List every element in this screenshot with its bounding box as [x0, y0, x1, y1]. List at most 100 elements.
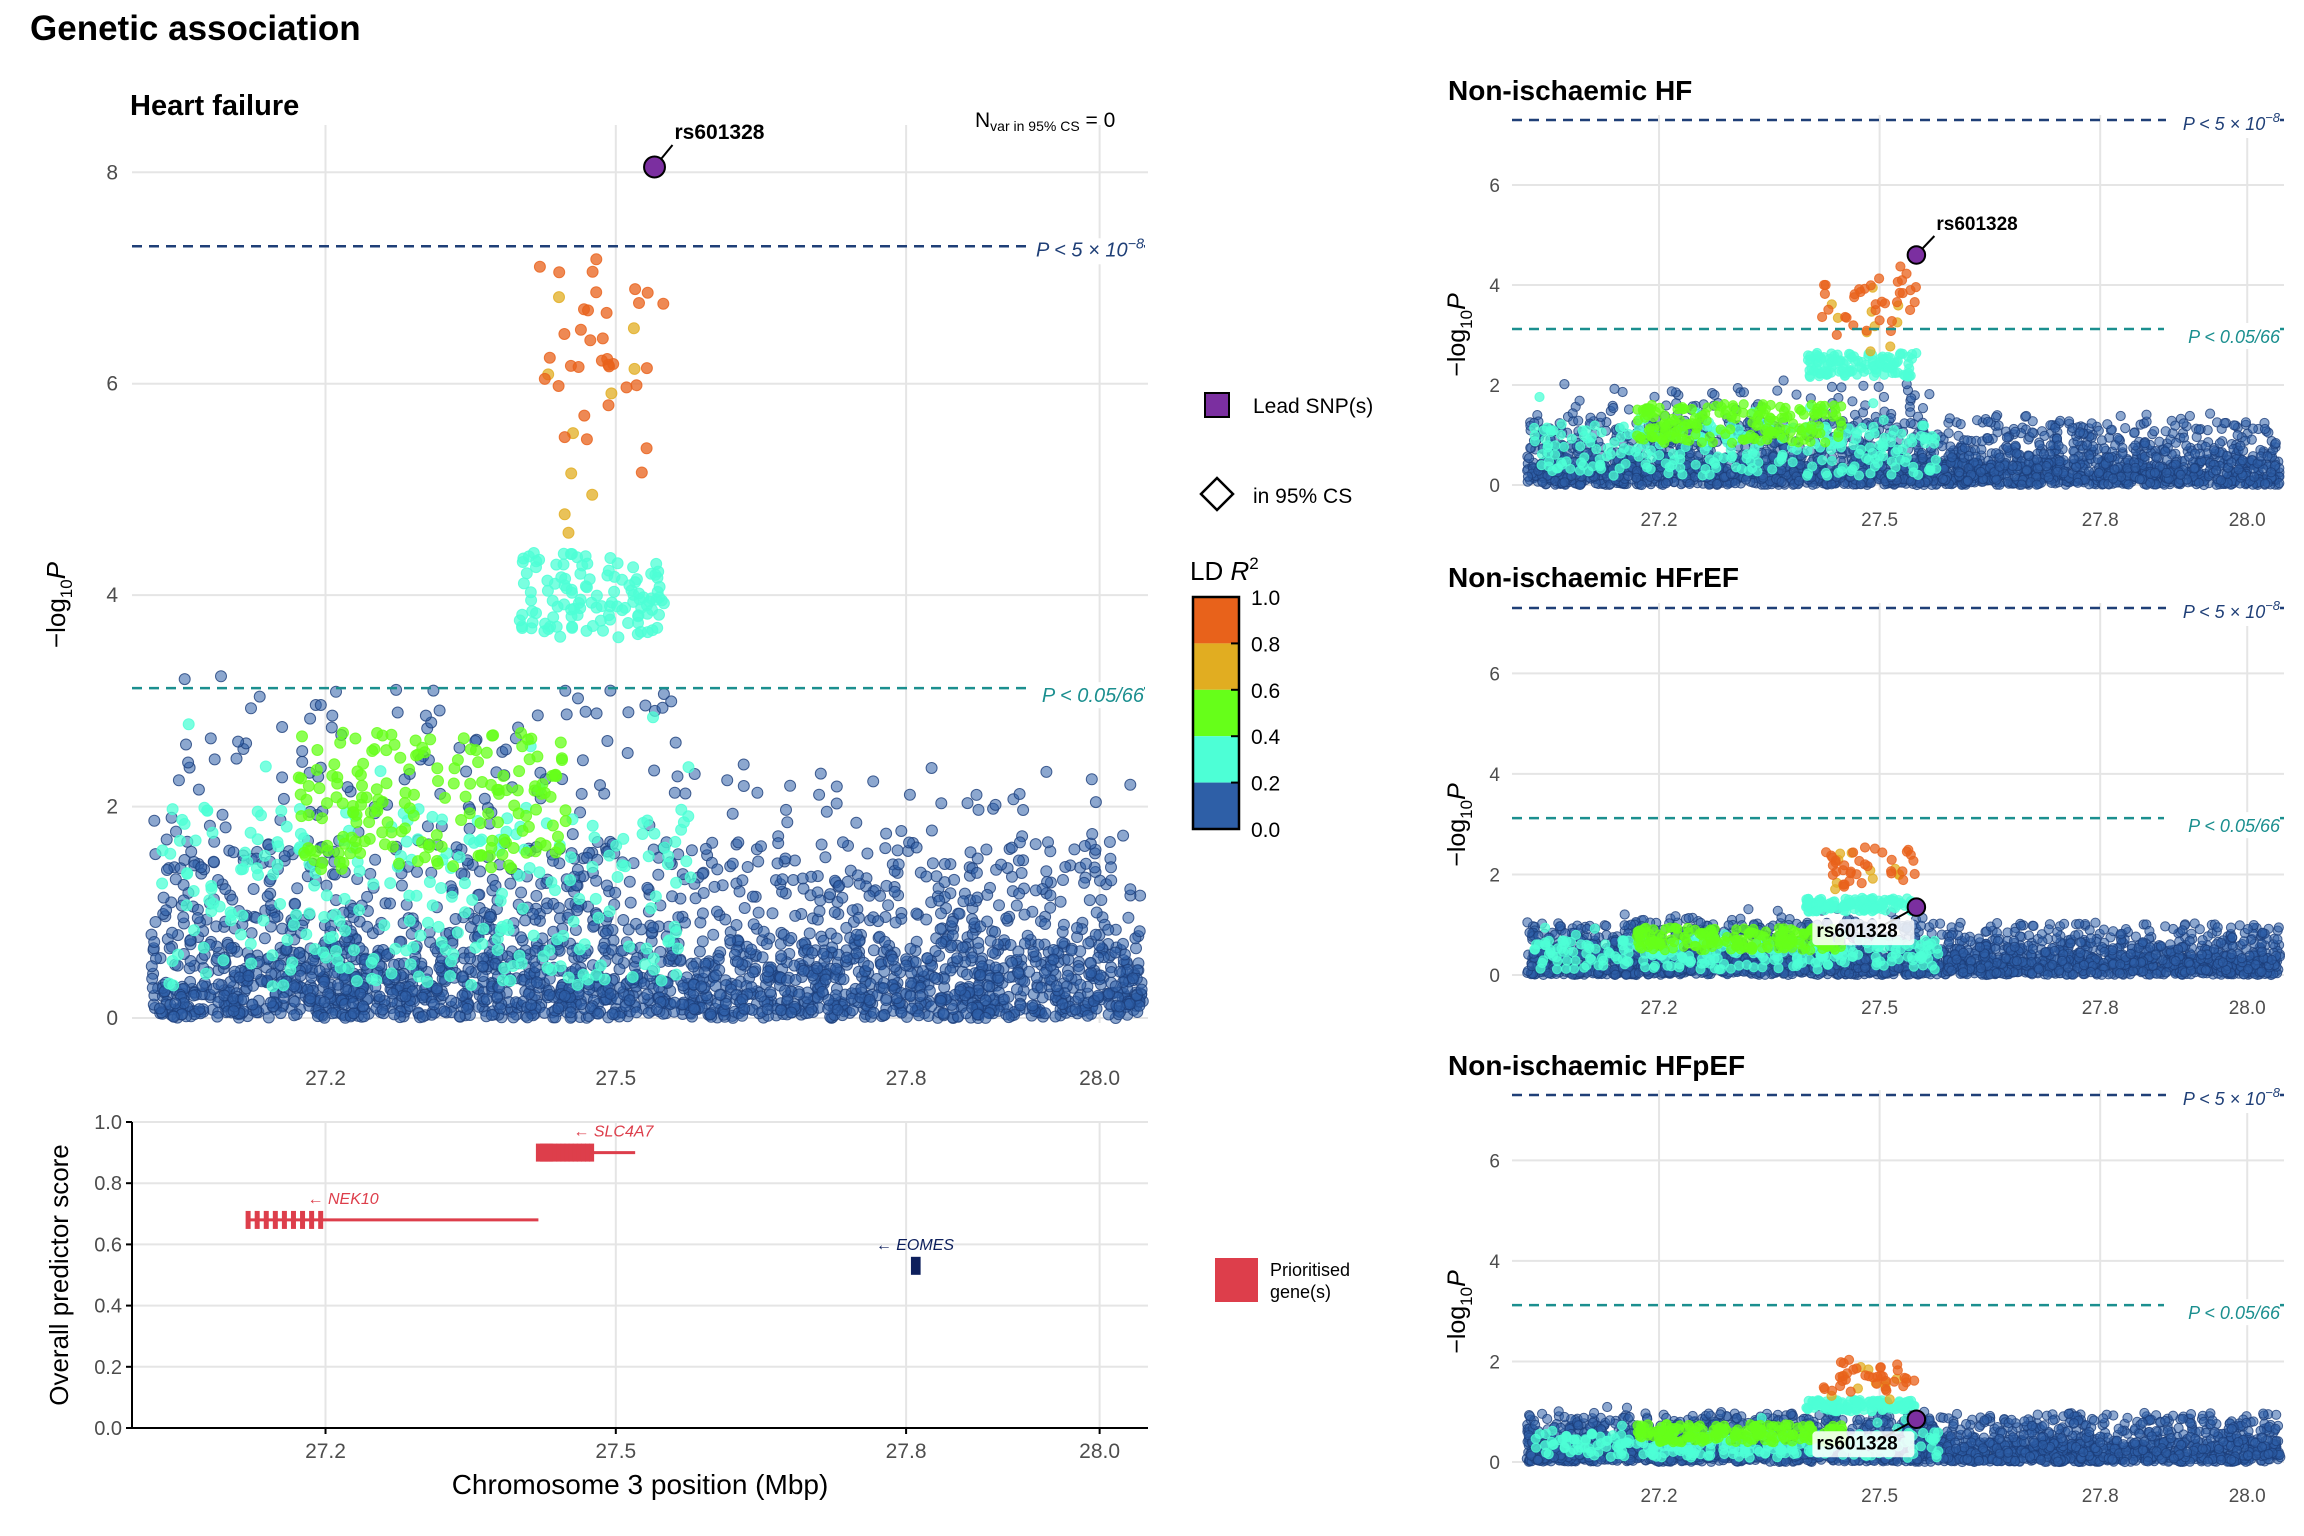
- gene-track-y-label: Overall predictor score: [44, 1144, 74, 1406]
- heart-failure-snp-point: [730, 919, 743, 931]
- heart-failure-snp-point: [889, 916, 902, 929]
- heart-failure-snp-point: [310, 763, 323, 776]
- heart-failure-snp-point: [612, 631, 625, 644]
- heart-failure-snp-point: [553, 266, 566, 279]
- heart-failure-snp-point: [604, 684, 617, 697]
- heart-failure-snp-point: [900, 959, 912, 972]
- gene-nek10-exon: [300, 1210, 306, 1229]
- heart-failure-snp-point: [1102, 923, 1115, 936]
- heart-failure-snp-point: [485, 841, 498, 854]
- heart-failure-snp-point: [422, 916, 434, 929]
- heart-failure-snp-point: [590, 253, 603, 266]
- heart-failure-snp-point: [895, 825, 908, 837]
- heart-failure-snp-point: [258, 849, 271, 862]
- heart-failure-snp-point: [586, 620, 599, 632]
- heart-failure-snp-point: [1113, 1000, 1126, 1013]
- heart-failure-snp-point: [560, 708, 573, 721]
- heart-failure-snp-point: [351, 975, 363, 987]
- heart-failure-snp-point: [892, 858, 905, 871]
- heart-failure-snp-point: [284, 963, 297, 976]
- heart-failure-snp-point: [505, 862, 518, 874]
- heart-failure-snp-point: [693, 945, 706, 958]
- heart-failure-snp-point: [630, 379, 643, 392]
- gene-track-ticks: 27.2 27.5 27.8 28.00.00.20.40.60.81.0: [94, 1112, 1120, 1463]
- heart-failure-snp-point: [1056, 936, 1069, 949]
- heart-failure-snp-point: [803, 927, 816, 940]
- heart-failure-snp-point: [435, 882, 448, 894]
- heart-failure-snp-point: [855, 982, 868, 995]
- gene-track-x-label: Chromosome 3 position (Mbp): [452, 1469, 829, 1500]
- non-ischaemic-hf-snp-point: [2178, 418, 2189, 429]
- heart-failure-snp-point: [237, 993, 250, 1006]
- heart-failure-snp-point: [772, 837, 785, 850]
- heart-failure-snp-point: [156, 877, 169, 890]
- heart-failure-snp-point: [459, 790, 472, 803]
- heart-failure-snp-point: [830, 797, 843, 810]
- heart-failure-snp-point: [954, 983, 967, 996]
- heart-failure-snp-point: [427, 998, 440, 1011]
- heart-failure-snp-point: [623, 940, 636, 953]
- heart-failure-snp-point: [496, 974, 509, 987]
- heart-failure-snp-point: [485, 1009, 498, 1021]
- heart-failure-snp-point: [293, 946, 306, 959]
- heart-failure-snp-point: [640, 362, 653, 375]
- heart-failure-snp-point: [797, 964, 810, 977]
- heart-failure-snp-point: [277, 792, 290, 805]
- heart-failure-snp-point: [747, 918, 760, 931]
- heart-failure-snp-point: [1049, 1010, 1062, 1023]
- gene-nek10-exon: [281, 1210, 287, 1229]
- heart-failure-snp-point: [621, 747, 634, 759]
- heart-failure-snp-point: [371, 727, 384, 739]
- heart-failure-x-tick: 27.5: [595, 1067, 636, 1090]
- heart-failure-snp-point: [564, 851, 577, 864]
- heart-failure-snp-point: [552, 380, 565, 392]
- heart-failure-snp-point: [525, 622, 538, 635]
- heart-failure-snp-point: [318, 996, 331, 1009]
- heart-failure-snp-point: [381, 816, 394, 829]
- heart-failure-snp-point: [1133, 925, 1146, 938]
- heart-failure-snp-point: [444, 880, 457, 893]
- heart-failure-snp-point: [166, 926, 179, 939]
- heart-failure-snp-point: [304, 844, 317, 857]
- heart-failure-snp-point: [979, 1011, 992, 1024]
- heart-failure-snp-point: [641, 988, 654, 1001]
- gene-nek10-exon: [245, 1210, 251, 1229]
- heart-failure-snp-point: [1082, 937, 1095, 950]
- heart-failure-snp-point: [1124, 883, 1137, 896]
- heart-failure-snp-point: [1080, 857, 1092, 870]
- heart-failure-snp-point: [581, 973, 594, 986]
- heart-failure-snp-point: [257, 914, 270, 927]
- heart-failure-snp-point: [647, 921, 660, 934]
- heart-failure-snp-point: [880, 827, 893, 840]
- heart-failure-snp-point: [207, 855, 220, 868]
- heart-failure-snp-point: [630, 1006, 643, 1019]
- heart-failure-snp-point: [1050, 980, 1063, 993]
- heart-failure-snp-point: [530, 803, 542, 816]
- heart-failure-snp-point: [1117, 829, 1130, 842]
- heart-failure-snp-point: [726, 807, 739, 820]
- heart-failure-snp-point: [483, 910, 496, 923]
- heart-failure-snp-point: [515, 957, 528, 970]
- heart-failure-snp-point: [874, 889, 887, 902]
- heart-failure-snp-point: [956, 941, 969, 954]
- heart-failure-snp-point: [726, 857, 739, 870]
- heart-failure-snp-point: [498, 833, 511, 846]
- heart-failure-snp-point: [1026, 999, 1039, 1012]
- heart-failure-snp-point: [529, 845, 542, 858]
- heart-failure-snp-point: [180, 738, 192, 751]
- heart-failure-snp-point: [564, 874, 577, 887]
- heart-failure-snp-point: [169, 997, 182, 1010]
- heart-failure-snp-point: [661, 858, 674, 871]
- heart-failure-snp-point: [157, 891, 170, 904]
- heart-failure-snp-point: [211, 1010, 224, 1023]
- heart-failure-snp-point: [304, 992, 317, 1005]
- heart-failure-snp-point: [642, 850, 655, 863]
- heart-failure-snp-point: [746, 966, 759, 979]
- heart-failure-snp-point: [657, 297, 670, 310]
- heart-failure-snp-point: [550, 558, 563, 571]
- heart-failure-snp-point: [814, 894, 827, 907]
- heart-failure-snp-point: [533, 260, 546, 273]
- heart-failure-snp-point: [395, 825, 408, 838]
- heart-failure-snp-point: [276, 771, 289, 784]
- heart-failure-snp-point: [1013, 887, 1026, 900]
